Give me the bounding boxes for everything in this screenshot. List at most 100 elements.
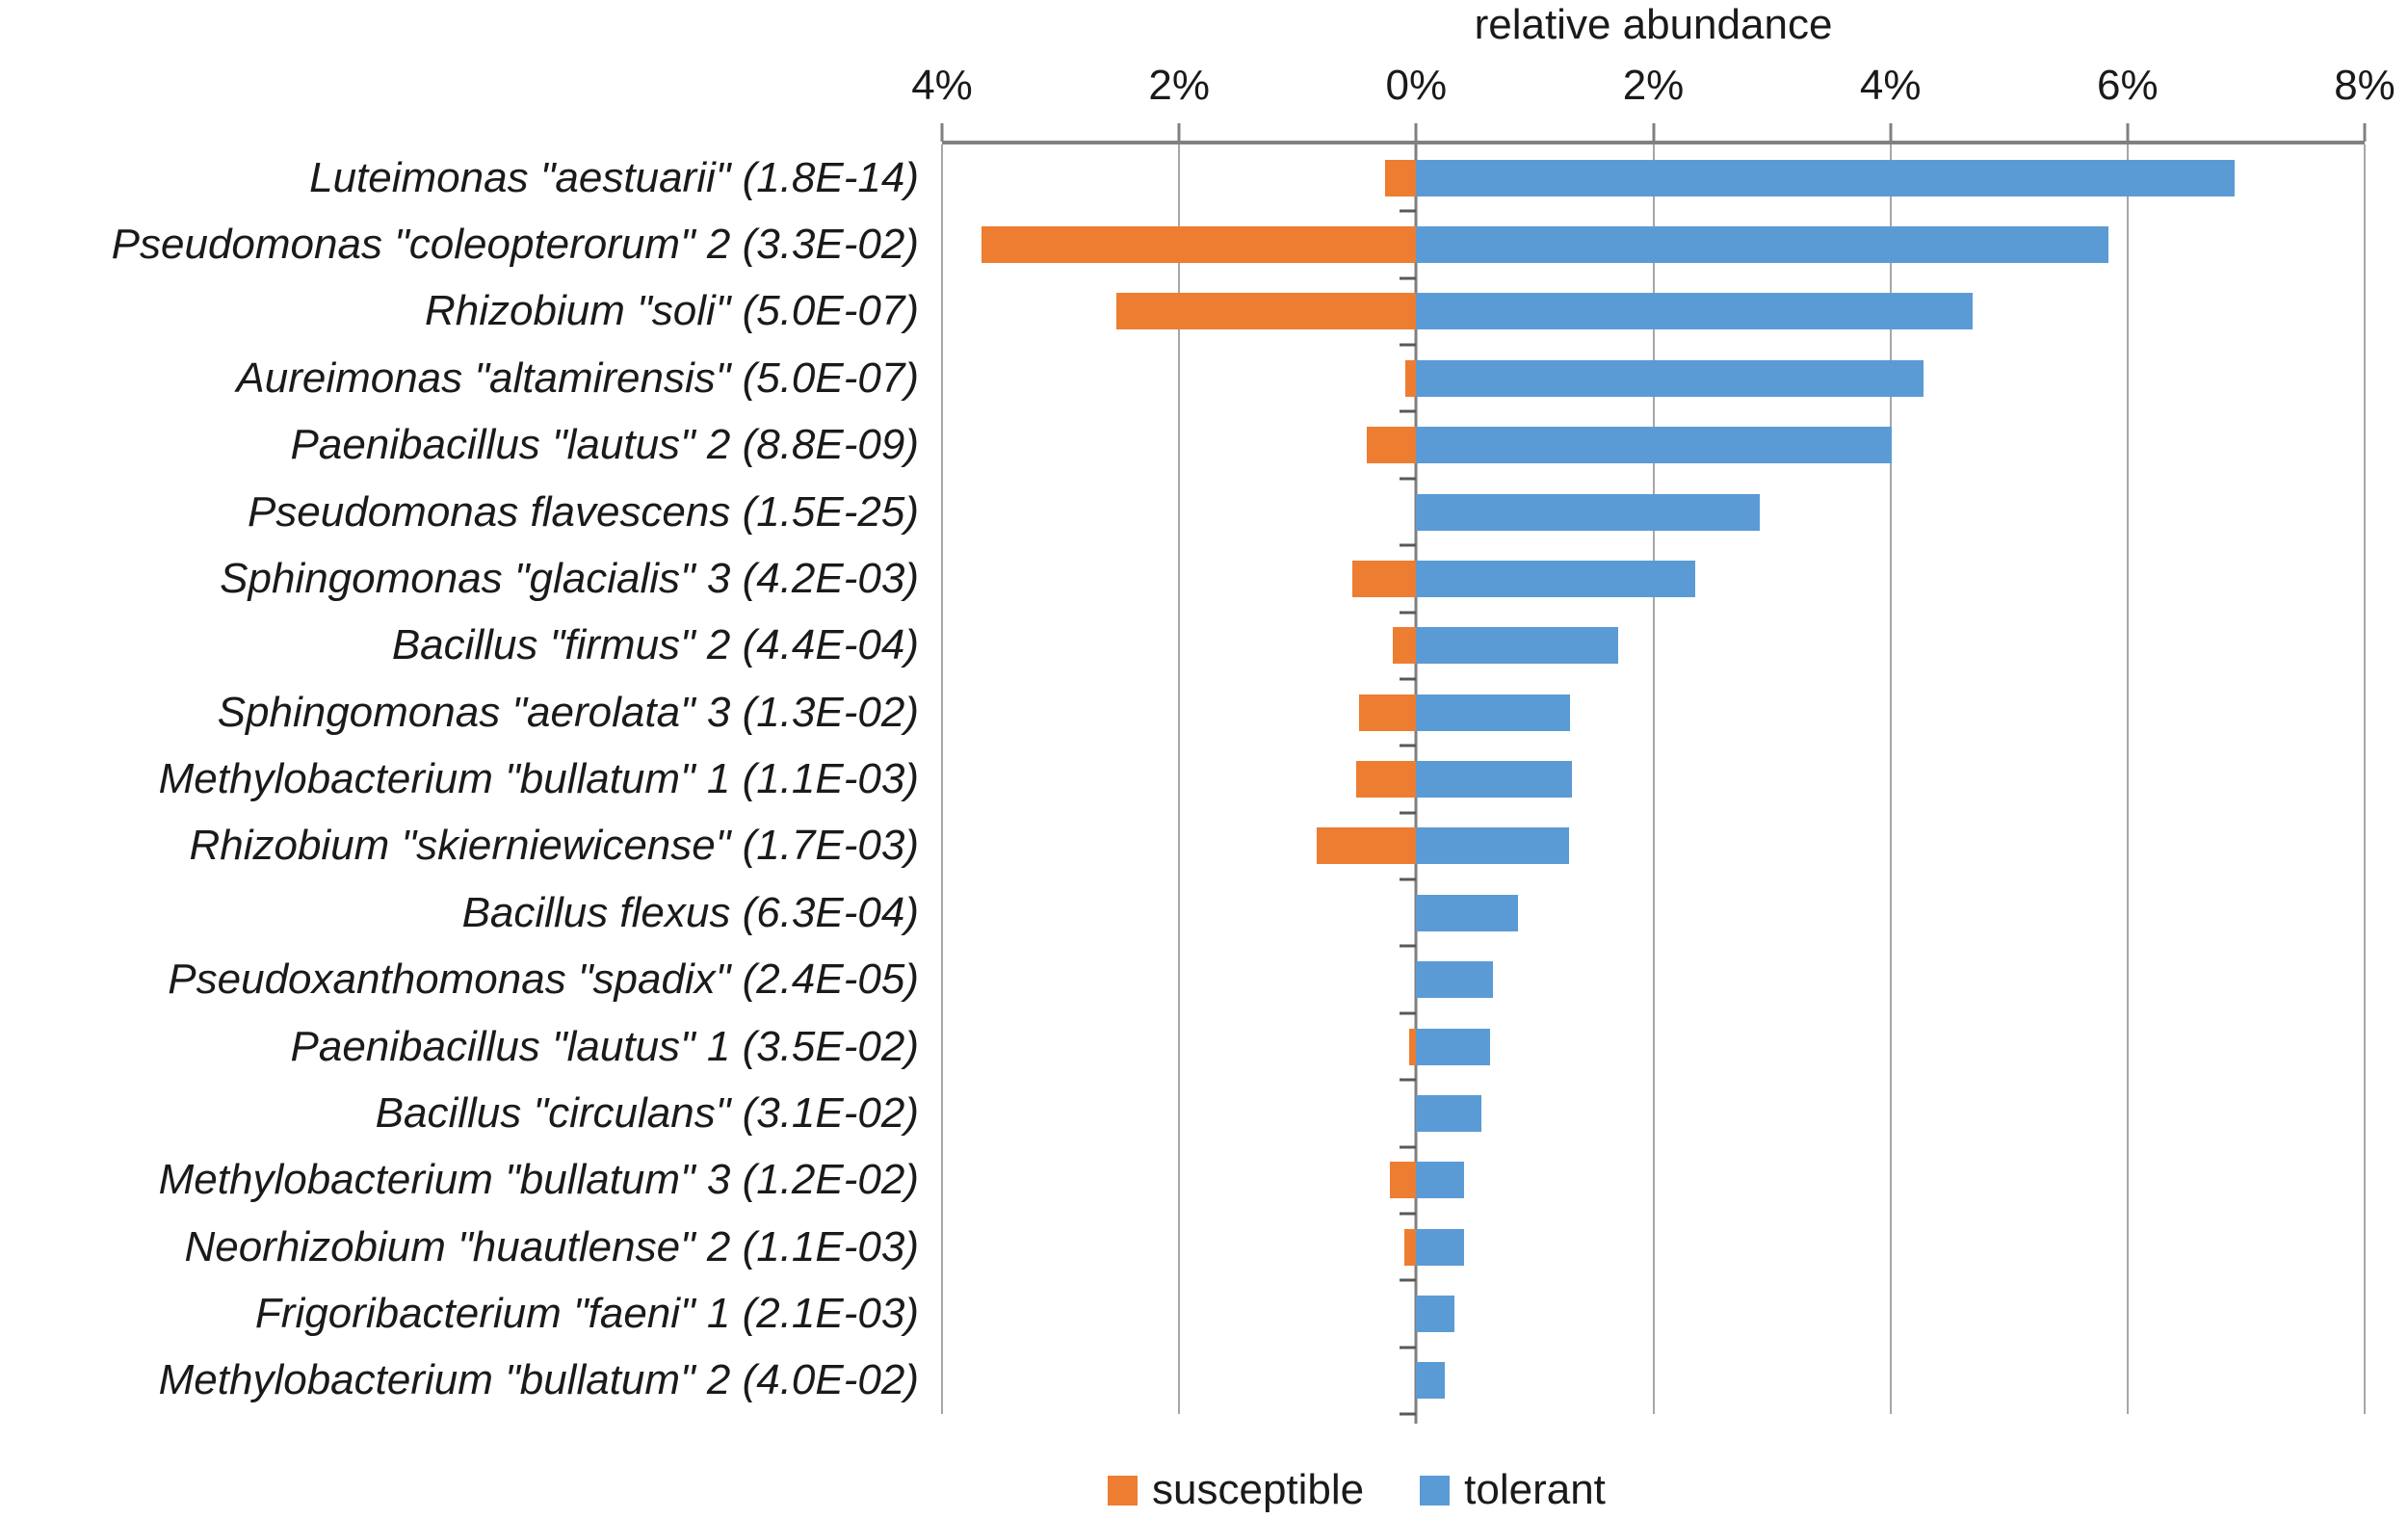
tolerant-bar: [1416, 1228, 1464, 1266]
x-axis-tick-label: 6%: [2097, 62, 2159, 109]
bar-row: [942, 746, 2365, 812]
gridline: [1889, 144, 1892, 1414]
tolerant-bar: [1416, 1028, 1490, 1065]
tolerant-bar: [1416, 894, 1519, 931]
susceptible-bar: [1385, 159, 1417, 196]
legend-item-susceptible: susceptible: [1108, 1466, 1364, 1514]
tolerant-bar: [1416, 1296, 1454, 1333]
susceptible-bar: [981, 226, 1417, 264]
category-label: Bacillus "circulans" (3.1E-02): [375, 1088, 919, 1137]
tolerant-bar: [1416, 427, 1892, 464]
x-axis-tick-mark: [2363, 123, 2367, 142]
x-axis-tick-marks: [940, 123, 2367, 142]
bar-row: [942, 1214, 2365, 1280]
tolerant-bar: [1416, 961, 1494, 999]
susceptible-bar: [1392, 627, 1417, 665]
category-label: Rhizobium "skierniewicense" (1.7E-03): [189, 822, 919, 870]
legend-label-susceptible: susceptible: [1152, 1466, 1365, 1513]
bar-row: [942, 879, 2365, 946]
legend: susceptible tolerant: [1108, 1466, 1606, 1514]
tolerant-bar: [1416, 694, 1571, 731]
tolerant-bar: [1416, 827, 1570, 865]
x-axis-tick-mark: [2126, 123, 2130, 142]
susceptible-bar: [1408, 1028, 1417, 1065]
category-label: Luteimonas "aestuarii" (1.8E-14): [309, 153, 919, 201]
susceptible-bar: [1316, 827, 1417, 865]
bar-row: [942, 211, 2365, 277]
susceptible-bar: [1355, 761, 1417, 799]
bar-row: [942, 278, 2365, 345]
tolerant-bar: [1416, 493, 1761, 531]
category-tick-mark: [1400, 744, 1417, 747]
susceptible-bar: [1366, 427, 1417, 464]
tolerant-bar: [1416, 627, 1618, 665]
tolerant-bar: [1416, 359, 1924, 397]
susceptible-bar: [1404, 1228, 1417, 1266]
bar-row: [942, 1348, 2365, 1414]
category-tick-mark: [1400, 677, 1417, 681]
category-label: Methylobacterium "bullatum" 1 (1.1E-03): [158, 755, 919, 803]
category-tick-mark: [1400, 944, 1417, 948]
category-tick-mark: [1400, 1412, 1417, 1416]
tolerant-bar: [1416, 761, 1572, 799]
gridline: [1652, 144, 1655, 1414]
category-tick-mark: [1400, 877, 1417, 881]
category-tick-mark: [1400, 611, 1417, 615]
category-label: Paenibacillus "lautus" 2 (8.8E-09): [290, 421, 919, 469]
bar-row: [942, 1080, 2365, 1146]
tolerant-bar: [1416, 159, 2235, 196]
bar-row: [942, 813, 2365, 879]
category-tick-mark: [1400, 343, 1417, 347]
tolerant-bar: [1416, 226, 2109, 264]
category-tick-mark: [1400, 1011, 1417, 1015]
x-axis-tick-label: 8%: [2334, 62, 2395, 109]
bar-row: [942, 144, 2365, 211]
susceptible-bar: [1390, 1162, 1417, 1199]
susceptible-bar: [1351, 560, 1417, 597]
category-label: Sphingomonas "aerolata" 3 (1.3E-02): [217, 688, 919, 736]
bar-row: [942, 679, 2365, 746]
category-tick-mark: [1400, 409, 1417, 413]
bar-row: [942, 545, 2365, 612]
legend-item-tolerant: tolerant: [1420, 1466, 1606, 1514]
category-label: Pseudoxanthomonas "spadix" (2.4E-05): [168, 956, 919, 1004]
bar-row: [942, 412, 2365, 479]
gridline: [2126, 144, 2129, 1414]
category-label: Pseudomonas flavescens (1.5E-25): [247, 487, 919, 536]
category-tick-mark: [1400, 1145, 1417, 1149]
tolerant-bar: [1416, 1094, 1482, 1132]
x-axis-tick-label: 2%: [1148, 62, 1210, 109]
x-axis-tick-label: 4%: [1859, 62, 1922, 109]
x-axis-tick-mark: [1414, 123, 1418, 142]
x-axis-tick-mark: [940, 123, 944, 142]
susceptible-swatch-icon: [1108, 1475, 1138, 1506]
category-label: Sphingomonas "glacialis" 3 (4.2E-03): [220, 554, 919, 602]
susceptible-bar: [1405, 359, 1417, 397]
bar-row: [942, 479, 2365, 545]
tolerant-bar: [1416, 1162, 1464, 1199]
x-axis-tick-label: 0%: [1385, 62, 1448, 109]
bar-row: [942, 345, 2365, 411]
chart-title: relative abundance: [1474, 1, 1833, 48]
x-axis-tick-label: 2%: [1622, 62, 1685, 109]
category-label: Frigoribacterium "faeni" 1 (2.1E-03): [254, 1290, 919, 1338]
legend-label-tolerant: tolerant: [1464, 1466, 1606, 1513]
category-tick-mark: [1400, 1346, 1417, 1349]
category-tick-mark: [1400, 1212, 1417, 1216]
category-tick-mark: [1400, 1078, 1417, 1082]
x-axis-line: [942, 141, 2365, 144]
x-axis-tick-mark: [1177, 123, 1181, 142]
plot-area: [941, 144, 2366, 1424]
susceptible-bar: [1359, 694, 1417, 731]
category-label: Neorhizobium "huautlense" 2 (1.1E-03): [184, 1222, 919, 1270]
x-axis-tick-label: 4%: [911, 62, 973, 109]
tolerant-bar: [1416, 1362, 1445, 1400]
x-axis-tick-mark: [1652, 123, 1655, 142]
tolerant-bar: [1416, 560, 1695, 597]
category-tick-mark: [1400, 1278, 1417, 1282]
category-tick-mark: [1400, 276, 1417, 280]
category-label: Pseudomonas "coleopterorum" 2 (3.3E-02): [111, 221, 919, 269]
gridline: [2364, 144, 2366, 1414]
bar-row: [942, 1013, 2365, 1080]
